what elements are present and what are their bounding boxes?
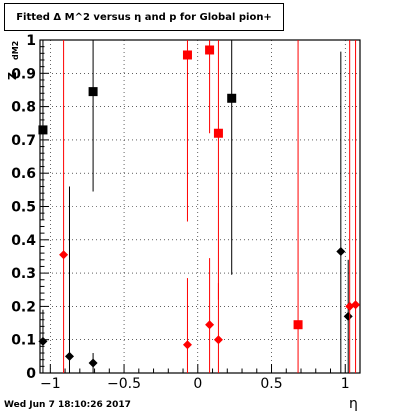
y-axis-label: Z [0, 58, 20, 102]
point-diamond-s3-p0 [59, 250, 69, 260]
y-axis-label-main: Z [6, 72, 19, 80]
y-axis-label-sub: dM2 [11, 41, 20, 60]
point-diamond-s3-p2 [205, 320, 215, 330]
point-square-s0-p1 [88, 87, 98, 97]
point-square-s2-p0 [182, 50, 192, 60]
y-tick-label-10: 1 [26, 33, 36, 49]
y-tick-label-7: 0.7 [11, 133, 36, 149]
x-tick-label-3: 0.5 [260, 376, 282, 392]
chart-title-box: Fitted Δ M^2 versus η and p for Global p… [4, 3, 284, 31]
y-tick-label-9: 0.9 [11, 66, 36, 82]
point-diamond-s3-p1 [182, 340, 192, 350]
x-tick-label-0: −1 [40, 376, 61, 392]
point-square-s0-p0 [38, 125, 48, 135]
y-axis-label-sub-wrap: dM2 [2, 36, 22, 60]
point-diamond-s3-p3 [213, 335, 223, 345]
point-diamond-s1-p3 [336, 246, 346, 256]
y-tick-label-4: 0.4 [11, 233, 36, 249]
y-tick-label-2: 0.2 [11, 299, 36, 315]
point-square-s0-p2 [227, 93, 237, 103]
point-square-s2-p2 [213, 128, 223, 138]
x-tick-label-4: 1 [341, 376, 350, 392]
point-diamond-s1-p1 [64, 351, 74, 361]
x-tick-label-2: 0 [193, 376, 202, 392]
point-diamond-s3-p5 [351, 300, 361, 310]
point-square-s2-p1 [205, 45, 215, 55]
y-tick-label-8: 0.8 [11, 100, 36, 116]
timestamp-footer: Wed Jun 7 18:10:26 2017 [4, 400, 131, 410]
y-tick-label-5: 0.5 [11, 200, 36, 216]
point-diamond-s1-p0 [38, 336, 48, 346]
y-tick-label-6: 0.6 [11, 166, 36, 182]
point-diamond-s1-p4 [343, 311, 353, 321]
point-diamond-s1-p2 [88, 358, 98, 368]
y-tick-label-1: 0.1 [11, 333, 36, 349]
chart-title: Fitted Δ M^2 versus η and p for Global p… [16, 12, 272, 23]
y-tick-label-3: 0.3 [11, 266, 36, 282]
point-square-s2-p3 [293, 320, 303, 330]
x-tick-label-1: −0.5 [107, 376, 141, 392]
y-tick-label-0: 0 [26, 366, 36, 382]
x-axis-label: η [349, 396, 358, 412]
